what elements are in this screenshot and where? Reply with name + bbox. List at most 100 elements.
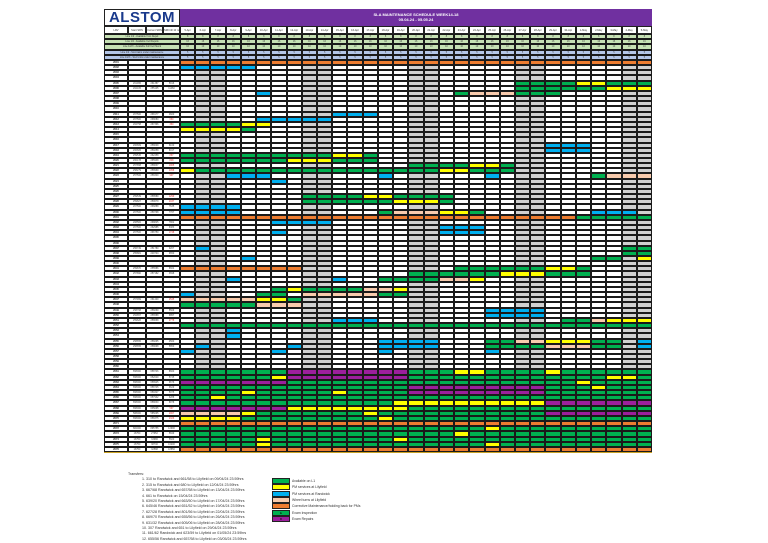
summary-cell: 10 bbox=[469, 44, 485, 50]
schedule-cell[interactable] bbox=[377, 60, 394, 66]
summary-cell: 16 bbox=[347, 39, 363, 45]
day-header: 5-May bbox=[636, 26, 652, 34]
legend-label: Corrective Maintenance/holding back for … bbox=[292, 504, 360, 508]
summary-cell: 5 bbox=[408, 54, 424, 60]
schedule-cell[interactable] bbox=[210, 60, 226, 66]
day-header: 21-Apr bbox=[423, 26, 439, 34]
schedule-cell[interactable] bbox=[240, 60, 257, 66]
summary-cell: 10 bbox=[408, 44, 424, 50]
schedule-cell[interactable] bbox=[271, 60, 287, 66]
summary-cell: 5 bbox=[393, 49, 409, 55]
unit-value bbox=[163, 60, 180, 66]
transfer-note: 8. 669/70 Randwick and 655/56 to Lilyfie… bbox=[128, 515, 247, 520]
day-header: 30-Apr bbox=[560, 26, 576, 34]
summary-cell: 10 bbox=[271, 44, 287, 50]
schedule-cell[interactable] bbox=[286, 60, 302, 66]
summary-cell: 10 bbox=[195, 44, 211, 50]
summary-cell: 8 bbox=[332, 34, 348, 40]
summary-cell: 16 bbox=[225, 39, 241, 45]
summary-cell: 5 bbox=[545, 49, 561, 55]
legend-swatch bbox=[272, 497, 290, 504]
summary-cell: 10 bbox=[499, 44, 515, 50]
summary-cell: 8 bbox=[575, 34, 592, 40]
summary-cell: 5 bbox=[377, 49, 394, 55]
schedule-cell[interactable] bbox=[393, 60, 409, 66]
day-header: 2-May bbox=[591, 26, 607, 34]
transfer-notes: Transfers: 1. 310 to Randwick and 661/58… bbox=[128, 472, 247, 542]
summary-cell: 10 bbox=[484, 44, 500, 50]
schedule-cell[interactable] bbox=[606, 60, 622, 66]
summary-cell: 5 bbox=[560, 54, 576, 60]
summary-cell: 5 bbox=[256, 49, 272, 55]
schedule-cell[interactable] bbox=[469, 60, 485, 66]
summary-cell: 16 bbox=[393, 39, 409, 45]
schedule-cell[interactable] bbox=[256, 60, 272, 66]
schedule-cell[interactable] bbox=[301, 60, 318, 66]
schedule-cell[interactable] bbox=[423, 60, 439, 66]
day-header: 19-Apr bbox=[393, 26, 409, 34]
summary-cell: 10 bbox=[317, 44, 333, 50]
schedule-cell[interactable] bbox=[438, 60, 455, 66]
summary-cell: 10 bbox=[545, 44, 561, 50]
summary-cell: 8 bbox=[256, 34, 272, 40]
summary-cell: 5 bbox=[347, 54, 363, 60]
schedule-cell[interactable] bbox=[545, 60, 561, 66]
legend-swatch: E bbox=[272, 509, 290, 516]
column-header: Current SRN bbox=[146, 26, 163, 34]
summary-cell: 10 bbox=[210, 44, 226, 50]
summary-cell: 5 bbox=[180, 49, 196, 55]
unit-id: 2001 bbox=[104, 60, 128, 66]
summary-cell: 16 bbox=[514, 39, 531, 45]
legend: Available on L1 PM services at Lilyfield P… bbox=[272, 478, 360, 522]
summary-cell: 5 bbox=[423, 49, 439, 55]
schedule-cell[interactable] bbox=[575, 60, 592, 66]
schedule-cell[interactable] bbox=[347, 60, 363, 66]
summary-cell: 5 bbox=[195, 49, 211, 55]
transfer-note: 12. 655/56 Randwick and 657/58 to Lilyfi… bbox=[128, 537, 247, 542]
summary-cell: 5 bbox=[347, 49, 363, 55]
schedule-cell[interactable] bbox=[591, 60, 607, 66]
schedule-cell[interactable] bbox=[484, 60, 500, 66]
schedule-banner: SLA MAINTENANCE SCHEDULE WEEK14-18 05.04… bbox=[180, 9, 652, 26]
schedule-cell[interactable] bbox=[454, 60, 470, 66]
column-header: Start SRN bbox=[128, 26, 146, 34]
summary-cell: 8 bbox=[362, 34, 378, 40]
schedule-title: SLA MAINTENANCE SCHEDULE WEEK14-18 bbox=[180, 12, 652, 17]
summary-cell: 10 bbox=[301, 44, 318, 50]
schedule-cell[interactable] bbox=[317, 60, 333, 66]
summary-cell: 5 bbox=[454, 49, 470, 55]
schedule-cell[interactable] bbox=[499, 60, 515, 66]
schedule-cell[interactable] bbox=[362, 60, 378, 66]
summary-cell: 5 bbox=[286, 49, 302, 55]
summary-cell: 8 bbox=[377, 34, 394, 40]
summary-cell: 10 bbox=[180, 44, 196, 50]
summary-cell: 5 bbox=[438, 49, 455, 55]
schedule-cell[interactable] bbox=[225, 60, 241, 66]
summary-cell: 5 bbox=[469, 49, 485, 55]
summary-row-label: Line 1/2/3 - Available Full Cell Stock bbox=[104, 44, 180, 50]
schedule-cell[interactable] bbox=[530, 60, 546, 66]
summary-cell: 16 bbox=[317, 39, 333, 45]
schedule-cell[interactable] bbox=[332, 60, 348, 66]
summary-cell: 8 bbox=[469, 34, 485, 40]
summary-cell: 5 bbox=[621, 49, 637, 55]
schedule-cell[interactable] bbox=[180, 60, 196, 66]
summary-cell: 5 bbox=[271, 54, 287, 60]
summary-cell: 5 bbox=[575, 54, 592, 60]
summary-cell: 5 bbox=[560, 49, 576, 55]
summary-cell: 10 bbox=[606, 44, 622, 50]
summary-cell: 10 bbox=[362, 44, 378, 50]
schedule-cell[interactable] bbox=[195, 60, 211, 66]
legend-label: PM services at Randwick bbox=[292, 492, 330, 496]
schedule-cell[interactable] bbox=[560, 60, 576, 66]
summary-cell: 16 bbox=[469, 39, 485, 45]
summary-cell: 16 bbox=[484, 39, 500, 45]
summary-cell: 10 bbox=[514, 44, 531, 50]
schedule-cell[interactable] bbox=[514, 60, 531, 66]
summary-cell: 5 bbox=[210, 54, 226, 60]
summary-row-label: Line 1/2/3 - SLA Units under maintenance bbox=[104, 54, 180, 60]
summary-cell: 5 bbox=[195, 54, 211, 60]
summary-cell: 5 bbox=[530, 54, 546, 60]
summary-cell: 5 bbox=[499, 54, 515, 60]
schedule-cell[interactable] bbox=[408, 60, 424, 66]
